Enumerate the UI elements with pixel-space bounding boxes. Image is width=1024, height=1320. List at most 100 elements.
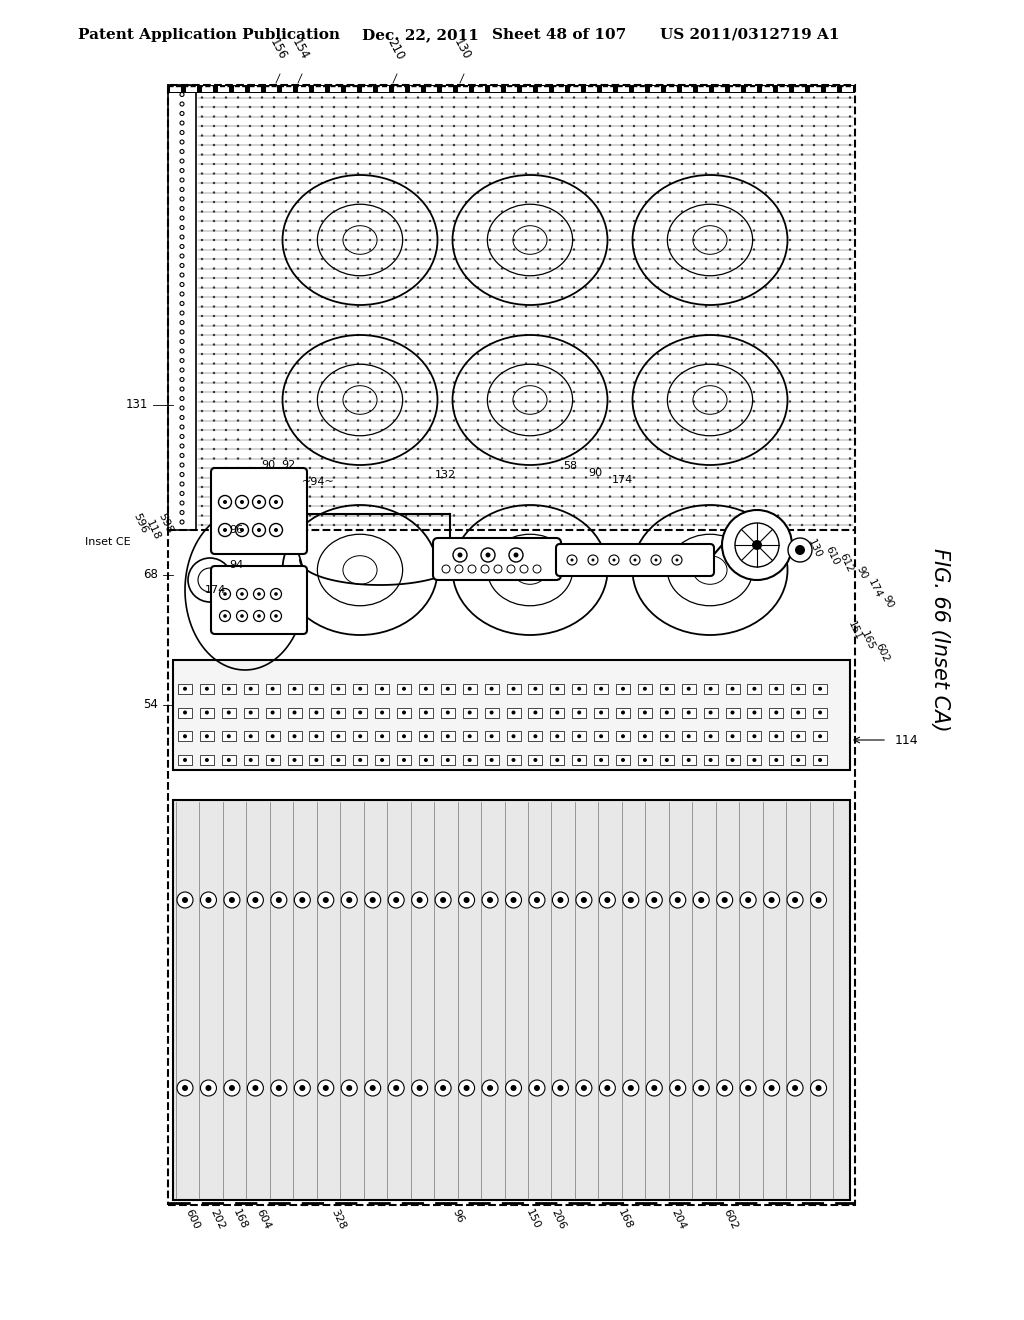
Circle shape — [459, 1080, 474, 1096]
Bar — [440, 755, 455, 766]
Circle shape — [465, 409, 467, 412]
Circle shape — [693, 144, 695, 147]
Bar — [170, 86, 181, 92]
Circle shape — [645, 277, 647, 280]
Circle shape — [849, 115, 851, 117]
Circle shape — [729, 210, 731, 213]
Bar — [474, 86, 485, 92]
Circle shape — [429, 477, 431, 479]
Circle shape — [293, 710, 297, 714]
Circle shape — [681, 267, 683, 269]
Circle shape — [656, 362, 659, 364]
Circle shape — [453, 286, 456, 289]
Circle shape — [213, 125, 215, 127]
Text: 94: 94 — [229, 560, 243, 570]
Circle shape — [285, 115, 287, 117]
Circle shape — [261, 447, 263, 450]
Circle shape — [488, 201, 492, 203]
Circle shape — [633, 135, 635, 137]
Bar — [353, 708, 368, 718]
Circle shape — [537, 230, 540, 232]
Circle shape — [226, 758, 230, 762]
Circle shape — [777, 173, 779, 174]
Circle shape — [561, 504, 563, 507]
Circle shape — [537, 391, 540, 393]
Circle shape — [237, 524, 240, 527]
Circle shape — [440, 125, 443, 127]
Circle shape — [285, 182, 287, 185]
Circle shape — [585, 429, 587, 432]
Circle shape — [424, 758, 428, 762]
Circle shape — [213, 230, 215, 232]
Circle shape — [597, 106, 599, 108]
Circle shape — [645, 210, 647, 213]
Circle shape — [609, 447, 611, 450]
Text: 90: 90 — [588, 469, 602, 478]
Circle shape — [717, 362, 719, 364]
Circle shape — [824, 230, 827, 232]
Bar — [572, 708, 586, 718]
Circle shape — [693, 314, 695, 317]
Circle shape — [709, 686, 713, 690]
Circle shape — [524, 495, 527, 498]
Circle shape — [824, 277, 827, 280]
Circle shape — [645, 381, 647, 384]
Circle shape — [272, 96, 275, 99]
Circle shape — [669, 400, 671, 403]
Circle shape — [765, 504, 767, 507]
Circle shape — [813, 515, 815, 516]
Circle shape — [609, 173, 611, 174]
Circle shape — [777, 400, 779, 403]
Bar — [463, 731, 477, 742]
Circle shape — [249, 162, 251, 165]
Circle shape — [609, 296, 611, 298]
Circle shape — [837, 153, 840, 156]
Circle shape — [440, 314, 443, 317]
Circle shape — [404, 429, 408, 432]
Circle shape — [345, 277, 347, 280]
Circle shape — [309, 504, 311, 507]
Circle shape — [417, 201, 419, 203]
Bar — [440, 708, 455, 718]
Circle shape — [381, 409, 383, 412]
Circle shape — [465, 429, 467, 432]
Circle shape — [801, 429, 803, 432]
Circle shape — [393, 162, 395, 165]
Circle shape — [753, 457, 756, 459]
Circle shape — [249, 504, 251, 507]
Circle shape — [524, 447, 527, 450]
Circle shape — [501, 381, 503, 384]
Circle shape — [609, 524, 611, 527]
Circle shape — [272, 515, 275, 516]
Circle shape — [788, 230, 792, 232]
Circle shape — [477, 486, 479, 488]
Circle shape — [429, 277, 431, 280]
Circle shape — [513, 447, 515, 450]
Bar — [762, 86, 773, 92]
Circle shape — [788, 267, 792, 269]
Circle shape — [572, 153, 575, 156]
Circle shape — [621, 467, 624, 469]
Circle shape — [513, 420, 515, 421]
Circle shape — [585, 372, 587, 374]
Circle shape — [488, 296, 492, 298]
Circle shape — [597, 381, 599, 384]
Circle shape — [309, 257, 311, 260]
Circle shape — [597, 182, 599, 185]
Circle shape — [417, 257, 419, 260]
Circle shape — [524, 277, 527, 280]
Circle shape — [621, 409, 624, 412]
Circle shape — [765, 362, 767, 364]
Circle shape — [681, 495, 683, 498]
Circle shape — [693, 457, 695, 459]
Circle shape — [656, 372, 659, 374]
Circle shape — [225, 162, 227, 165]
Circle shape — [537, 325, 540, 327]
Circle shape — [345, 286, 347, 289]
Circle shape — [321, 230, 324, 232]
Circle shape — [272, 162, 275, 165]
Bar — [572, 684, 586, 694]
Circle shape — [477, 495, 479, 498]
Circle shape — [645, 457, 647, 459]
Circle shape — [249, 115, 251, 117]
